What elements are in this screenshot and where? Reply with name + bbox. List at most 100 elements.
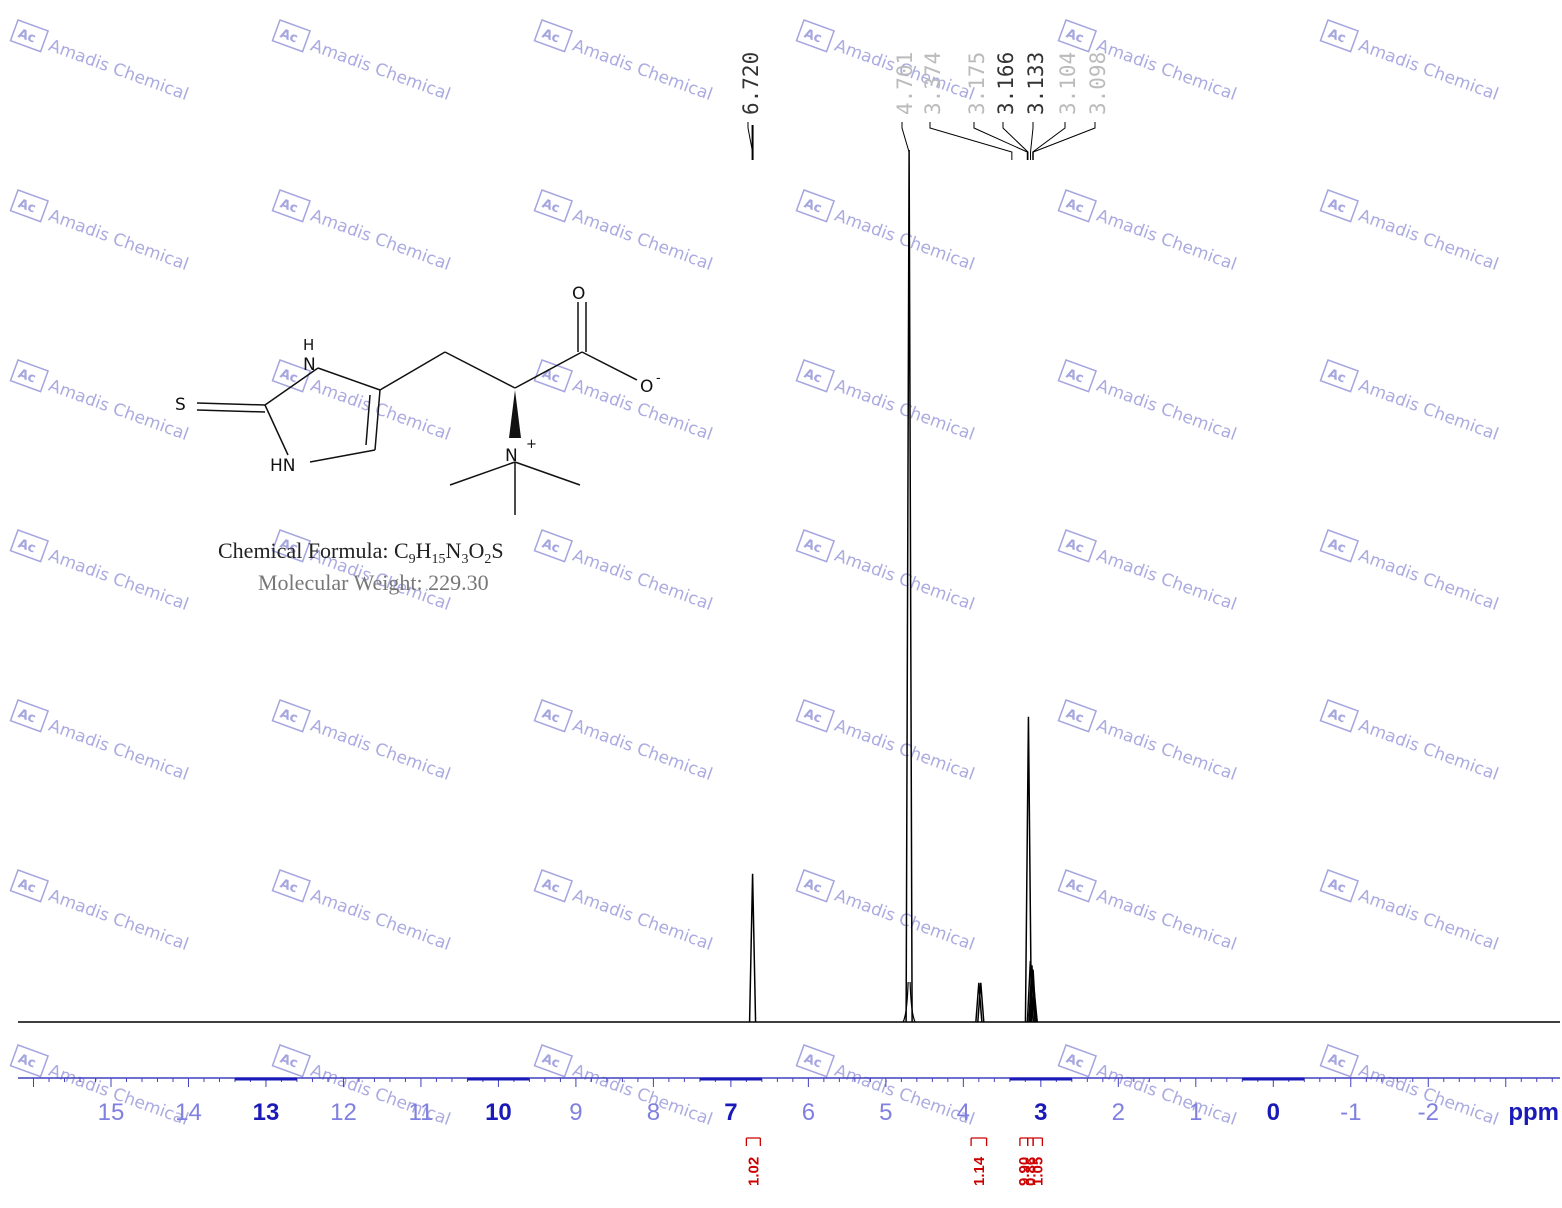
watermark-text: Amadis Chemical [1356, 716, 1501, 785]
watermark: Ac Amadis Chemical [795, 869, 977, 955]
watermark-logo-box [9, 869, 50, 903]
watermark-text: Amadis Chemical [46, 36, 191, 105]
integration-value: 0.86 [1022, 1157, 1039, 1186]
watermark-logo-box [271, 529, 312, 563]
watermark-logo-box [1057, 19, 1098, 53]
watermark-text: Amadis Chemical [1356, 36, 1501, 105]
x-tick-label: 3 [1034, 1099, 1047, 1126]
formula-label: Chemical Formula: [218, 538, 394, 563]
peak-label: 3.175 [965, 52, 989, 115]
spectrum-peak [905, 149, 913, 1023]
watermark: Ac Amadis Chemical [9, 699, 191, 785]
watermark-logo-box [533, 699, 574, 733]
watermark-logo-box [271, 359, 312, 393]
watermark: Ac Amadis Chemical [1057, 869, 1239, 955]
x-tick-label: 14 [175, 1099, 202, 1126]
spectrum-peak [1026, 960, 1035, 1023]
watermark-text: Amadis Chemical [832, 546, 977, 615]
spectrum-peak [975, 982, 983, 1023]
watermark-logo-box [9, 1044, 50, 1078]
watermark-logo: Ac [1326, 876, 1348, 896]
charge-plus: + [526, 437, 537, 452]
watermark-text: Amadis Chemical [1356, 546, 1501, 615]
watermark-text: Amadis Chemical [308, 716, 453, 785]
watermark-text: Amadis Chemical [1094, 36, 1239, 105]
watermark-text: Amadis Chemical [1094, 206, 1239, 275]
x-tick-label: 4 [957, 1099, 970, 1126]
watermark-text: Amadis Chemical [308, 206, 453, 275]
x-tick-label: -2 [1418, 1099, 1439, 1126]
watermark: Ac Amadis Chemical [1057, 529, 1239, 615]
watermark-logo-box [1057, 359, 1098, 393]
watermark-logo-box [1319, 19, 1360, 53]
watermark: Ac Amadis Chemical [1057, 359, 1239, 445]
watermark: Ac Amadis Chemical [9, 19, 191, 105]
watermark-logo: Ac [540, 706, 562, 726]
watermark-logo-box [271, 189, 312, 223]
watermark-text: Amadis Chemical [46, 886, 191, 955]
peak-label-connector [1002, 122, 1029, 160]
watermark-logo: Ac [1064, 706, 1086, 726]
integration-bracket [1019, 1137, 1029, 1146]
watermark-logo: Ac [1064, 1051, 1086, 1071]
x-tick-label: 13 [253, 1099, 280, 1126]
watermark: Ac Amadis Chemical [271, 19, 453, 105]
watermark-logo: Ac [540, 1051, 562, 1071]
watermark-logo-box [795, 1044, 836, 1078]
watermark: Ac Amadis Chemical [795, 189, 977, 275]
watermark-logo-box [533, 529, 574, 563]
x-tick-label: 1 [1189, 1099, 1202, 1126]
wedge-bond [509, 390, 521, 438]
watermark-logo-box [1057, 869, 1098, 903]
watermark-logo: Ac [802, 1051, 824, 1071]
watermark-logo: Ac [16, 366, 38, 386]
watermark-logo: Ac [802, 876, 824, 896]
atom-n-plus: N [505, 446, 518, 466]
watermark-text: Amadis Chemical [46, 546, 191, 615]
watermark: Ac Amadis Chemical [795, 699, 977, 785]
watermark: Ac Amadis Chemical [1319, 529, 1501, 615]
watermark-logo: Ac [16, 196, 38, 216]
ppm-axis: 15 14 13 12 11 10 9 8 7 6 5 4 3 2 1 0 -1 -2 ppm [18, 1077, 1560, 1126]
formula-part: 9 [409, 552, 416, 567]
watermark: Ac Amadis Chemical [271, 699, 453, 785]
watermark-logo-box [1319, 529, 1360, 563]
formula-part: H [416, 538, 432, 563]
watermark-logo-box [533, 1044, 574, 1078]
watermark-logo: Ac [1326, 706, 1348, 726]
x-axis-unit-label: ppm [1508, 1099, 1559, 1126]
watermark: Ac Amadis Chemical [9, 529, 191, 615]
watermark-logo-box [1319, 1044, 1360, 1078]
watermark-logo: Ac [540, 26, 562, 46]
formula-part: O [468, 538, 484, 563]
atom-o-carbonyl: O [572, 284, 585, 304]
watermark-logo: Ac [16, 1051, 38, 1071]
watermark-logo-box [271, 1044, 312, 1078]
watermark-logo: Ac [278, 536, 300, 556]
watermark-logo: Ac [278, 196, 300, 216]
peak-label: 3.166 [994, 52, 1018, 115]
watermark-logo-box [9, 19, 50, 53]
watermark: Ac Amadis Chemical [533, 699, 715, 785]
peak-label-connector [1032, 122, 1066, 160]
watermark-logo: Ac [16, 26, 38, 46]
watermark-logo: Ac [802, 706, 824, 726]
spectrum-peak-foot [902, 981, 909, 1023]
watermark: Ac Amadis Chemical [795, 359, 977, 445]
watermark: Ac Amadis Chemical [533, 189, 715, 275]
watermark-logo: Ac [1064, 26, 1086, 46]
peak-label-connector [973, 122, 1028, 160]
watermark: Ac Amadis Chemical [533, 529, 715, 615]
watermark-text: Amadis Chemical [46, 376, 191, 445]
watermark-logo: Ac [1326, 536, 1348, 556]
watermark-logo: Ac [278, 1051, 300, 1071]
watermark-text: Amadis Chemical [1094, 376, 1239, 445]
watermark-logo: Ac [16, 536, 38, 556]
watermark-text: Amadis Chemical [832, 376, 977, 445]
peak-label-layer: 6.720 4.701 3.374 3.175 3.166 3.133 3.104 3.098 [739, 52, 1110, 160]
watermark-logo-box [1319, 699, 1360, 733]
watermark: Ac Amadis Chemical [271, 869, 453, 955]
spectrum-peak [1030, 991, 1038, 1023]
x-tick-label: 7 [724, 1099, 737, 1126]
